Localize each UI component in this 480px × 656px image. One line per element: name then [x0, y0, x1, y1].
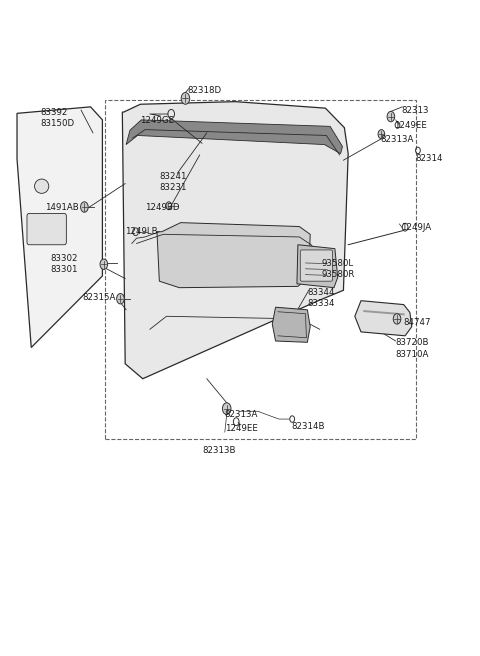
Text: 82313A: 82313A	[225, 410, 258, 419]
Polygon shape	[157, 222, 310, 288]
Text: 82313A: 82313A	[380, 136, 413, 144]
Text: 84747: 84747	[404, 318, 431, 327]
Text: 83392
83150D: 83392 83150D	[41, 108, 75, 129]
Polygon shape	[17, 107, 102, 348]
Text: 1249JA: 1249JA	[401, 222, 432, 232]
Text: 83241
83231: 83241 83231	[159, 172, 187, 192]
Text: 83344
83334: 83344 83334	[307, 288, 335, 308]
Circle shape	[81, 202, 88, 213]
Text: 1249EE: 1249EE	[225, 424, 258, 433]
Circle shape	[387, 112, 395, 122]
Circle shape	[222, 403, 231, 415]
Polygon shape	[272, 307, 310, 342]
Text: 82315A: 82315A	[83, 293, 116, 302]
Bar	[105, 100, 416, 439]
Polygon shape	[126, 120, 342, 154]
Circle shape	[181, 92, 190, 104]
Text: 82313B: 82313B	[202, 446, 235, 455]
FancyBboxPatch shape	[27, 213, 66, 245]
Ellipse shape	[35, 179, 49, 194]
Text: 1491AB: 1491AB	[45, 203, 78, 212]
Text: 1249LB: 1249LB	[125, 226, 158, 236]
Circle shape	[100, 259, 108, 270]
Polygon shape	[355, 300, 412, 336]
Text: 93580L
93580R: 93580L 93580R	[322, 259, 355, 279]
Polygon shape	[297, 245, 338, 288]
Text: 82314B: 82314B	[291, 422, 325, 430]
Text: 82314: 82314	[416, 154, 443, 163]
Text: 1249BD: 1249BD	[145, 203, 180, 212]
Circle shape	[393, 314, 401, 324]
Circle shape	[378, 130, 384, 138]
Text: 1249GE: 1249GE	[140, 116, 175, 125]
Polygon shape	[122, 102, 348, 379]
Text: 1249EE: 1249EE	[394, 121, 427, 130]
FancyBboxPatch shape	[300, 250, 333, 281]
Text: 83720B
83710A: 83720B 83710A	[396, 338, 429, 359]
Circle shape	[117, 293, 124, 304]
Text: 82313: 82313	[401, 106, 429, 115]
Text: 82318D: 82318D	[188, 86, 222, 95]
Text: 83302
83301: 83302 83301	[50, 254, 78, 274]
